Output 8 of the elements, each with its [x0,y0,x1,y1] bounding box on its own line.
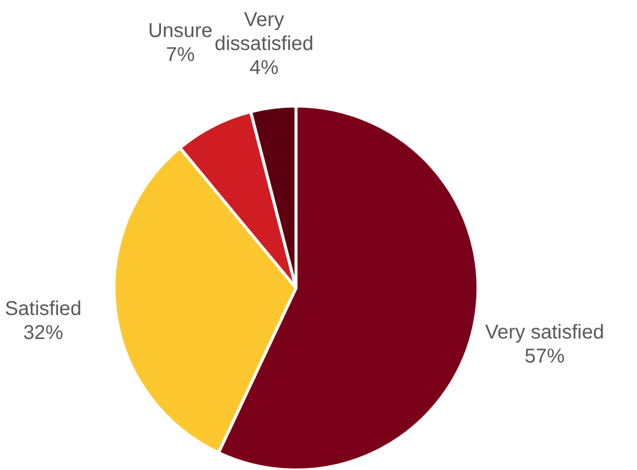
slice-label: Satisfied [4,298,82,320]
data-label: 32% [23,322,64,344]
slice-label: Very dissatisfied [214,9,314,55]
data-label: 57% [524,346,565,368]
slice-label: Unsure [148,20,213,42]
data-label: 7% [166,44,195,66]
data-label: 4% [250,57,279,79]
slice-label: Very satisfied [485,322,604,344]
